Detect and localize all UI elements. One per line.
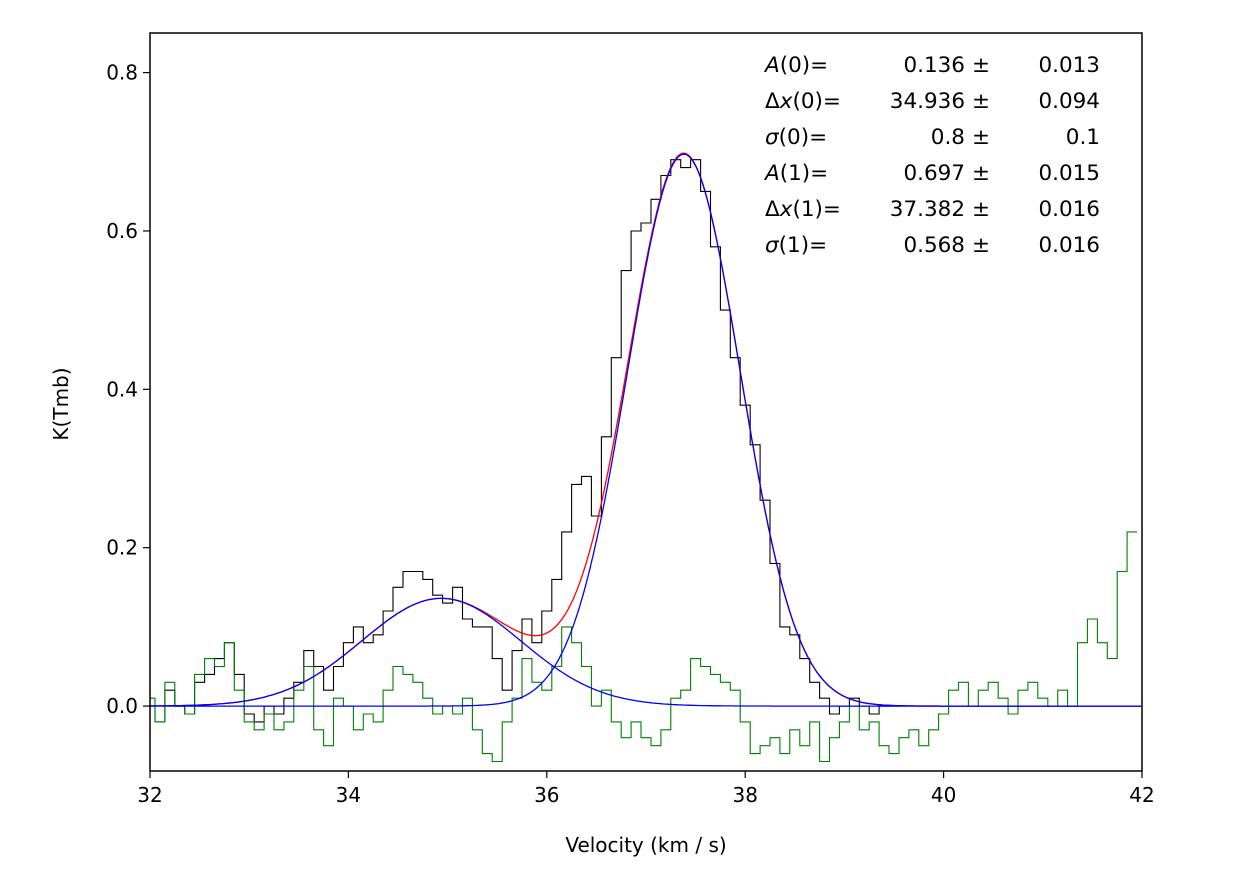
axes-frame	[149, 32, 1143, 772]
fit-param-label: A(1)=	[763, 161, 828, 186]
fit-param-value: 0.8	[931, 125, 965, 150]
x-tick-label: 38	[732, 783, 757, 807]
fit-param-error: 0.094	[1038, 89, 1100, 114]
x-axis-ticks: 32 34 36 38 40 42	[137, 771, 1155, 807]
y-tick-label: 0.2	[106, 536, 138, 560]
y-tick-label: 0.6	[106, 219, 138, 243]
y-tick-label: 0.0	[106, 694, 138, 718]
fit-param-label: σ(0)=	[765, 125, 827, 150]
plus-minus-sign: ±	[972, 161, 990, 186]
fit-param-value: 0.568	[903, 233, 965, 258]
plot-area	[150, 152, 1142, 763]
fit-param-label: A(0)=	[763, 53, 828, 78]
y-tick-label: 0.8	[106, 61, 138, 85]
fit-param-label: Δx(0)=	[765, 89, 841, 114]
x-tick-label: 36	[534, 783, 559, 807]
plus-minus-sign: ±	[972, 197, 990, 222]
fit-param-value: 0.136	[903, 53, 965, 78]
gaussian-component-1-curve	[150, 153, 1142, 707]
fit-param-error: 0.016	[1038, 233, 1100, 258]
x-tick-label: 32	[137, 783, 162, 807]
fit-parameters-annotation: A(0)= 0.136 ±0.013 Δx(0)= 34.936 ±0.094 σ(0)= 0…	[763, 53, 1100, 258]
fit-param-error: 0.015	[1038, 161, 1100, 186]
plus-minus-sign: ±	[972, 233, 990, 258]
fit-param-error: 0.016	[1038, 197, 1100, 222]
fit-param-value: 37.382	[890, 197, 965, 222]
x-tick-label: 40	[931, 783, 956, 807]
y-axis-ticks: 0.0 0.2 0.4 0.6 0.8	[106, 61, 150, 718]
fit-param-label: Δx(1)=	[765, 197, 841, 222]
plus-minus-sign: ±	[972, 125, 990, 150]
fit-param-label: σ(1)=	[765, 233, 827, 258]
fit-param-value: 0.697	[903, 161, 965, 186]
x-tick-label: 42	[1129, 783, 1154, 807]
x-axis-title: Velocity (km / s)	[565, 833, 726, 857]
fit-param-error: 0.1	[1066, 125, 1100, 150]
x-tick-label: 34	[336, 783, 361, 807]
plus-minus-sign: ±	[972, 89, 990, 114]
fit-param-value: 34.936	[890, 89, 965, 114]
y-tick-label: 0.4	[106, 377, 138, 401]
fit-param-error: 0.013	[1038, 53, 1100, 78]
y-axis-title: K(Tmb)	[49, 367, 73, 440]
plus-minus-sign: ±	[972, 53, 990, 78]
